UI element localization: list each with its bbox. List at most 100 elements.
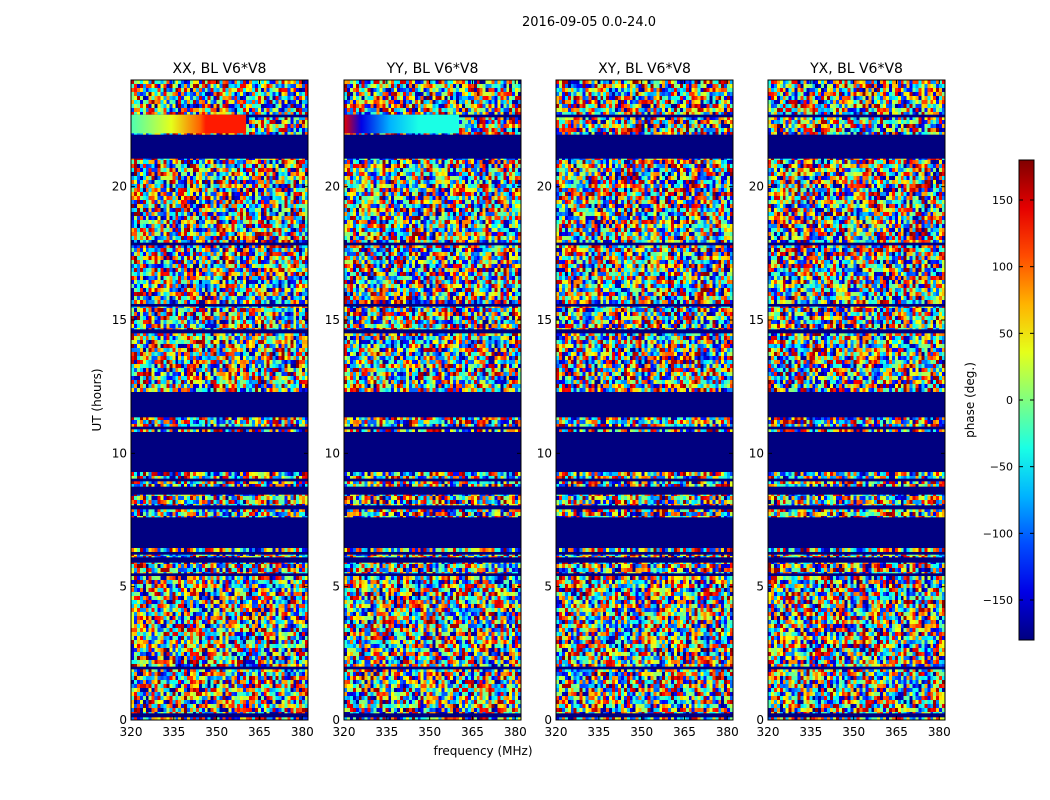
flagged-band [768,242,945,246]
x-tick-label: 380 [291,725,314,739]
flagged-band [556,505,733,510]
y-tick-label: 15 [325,313,340,327]
colorbar-label: phase (deg.) [963,362,977,438]
flagged-band [768,573,945,576]
flagged-band [556,304,733,307]
x-tick-label: 365 [461,725,484,739]
y-tick-label: 5 [544,580,552,594]
gradient-band [131,114,247,134]
flagged-band [556,478,733,482]
x-tick-label: 380 [928,725,951,739]
flagged-band [131,134,308,159]
flagged-band [768,392,945,418]
panel-xy: XY, BL V6*V8 320 335 350 365 380 0 5 10 15 20 [537,61,739,739]
gradient-band [344,114,460,134]
flagged-band [556,392,733,418]
x-tick-label: 350 [630,725,653,739]
flagged-band [131,517,308,548]
flagged-band [131,304,308,307]
flagged-band [768,478,945,482]
x-tick-label: 335 [799,725,822,739]
figure-suptitle: 2016-09-05 0.0-24.0 [522,15,656,30]
flagged-band [556,134,733,159]
flagged-band [556,486,733,495]
x-tick-label: 365 [885,725,908,739]
flagged-band [131,242,308,246]
x-tick-label: 320 [545,725,568,739]
x-tick-label: 350 [842,725,865,739]
flagged-band [131,552,308,555]
flagged-band [556,432,733,472]
y-tick-label: 5 [332,580,340,594]
flagged-band [131,505,308,510]
flagged-band [131,573,308,576]
y-tick-label: 10 [537,446,552,460]
x-tick-label: 380 [504,725,527,739]
x-tick-label: 320 [757,725,780,739]
y-tick-label: 10 [112,446,127,460]
x-axis-label: frequency (MHz) [433,744,532,758]
colorbar: −150 −100 −50 0 50 100 150 [983,159,1035,641]
panel-yx: YX, BL V6*V8 320 335 350 365 380 0 5 10 15 20 [749,61,951,739]
y-tick-label: 0 [119,713,127,727]
x-tick-label: 335 [375,725,398,739]
flagged-band [131,557,308,563]
flagged-band [344,242,521,246]
x-tick-label: 320 [333,725,356,739]
y-tick-label: 0 [544,713,552,727]
flagged-band [344,478,521,482]
flagged-band [344,557,521,563]
flagged-band [131,478,308,482]
flagged-band [556,517,733,548]
flagged-band [556,242,733,246]
flagged-band [344,573,521,576]
y-tick-label: 15 [537,313,552,327]
flagged-band [556,426,733,430]
flagged-band [344,304,521,307]
flagged-band [768,517,945,548]
flagged-band [556,573,733,576]
flagged-band [344,505,521,510]
x-tick-label: 350 [418,725,441,739]
flagged-band [344,666,521,670]
flagged-band [344,329,521,334]
flagged-band [556,552,733,555]
y-axis-label: UT (hours) [90,368,104,431]
flagged-band [768,713,945,718]
colorbar-tick-label: 150 [992,194,1013,207]
flagged-band [344,517,521,548]
flagged-band [556,329,733,334]
x-tick-label: 365 [248,725,271,739]
flagged-band [768,304,945,307]
panel-title: YY, BL V6*V8 [386,61,479,77]
x-tick-label: 335 [162,725,185,739]
flagged-band [131,392,308,418]
y-tick-label: 15 [749,313,764,327]
x-tick-label: 350 [205,725,228,739]
colorbar-tick-label: −100 [983,527,1013,540]
flagged-band [344,392,521,418]
flagged-band [344,713,521,718]
y-tick-label: 20 [325,180,340,194]
flagged-band [768,552,945,555]
flagged-band [344,432,521,472]
flagged-band [556,713,733,718]
panel-title: YX, BL V6*V8 [809,61,903,77]
flagged-band [768,666,945,670]
panel-frame [130,79,309,721]
colorbar-tick-label: 100 [992,261,1013,274]
panel-yy: YY, BL V6*V8 320 335 350 365 380 0 5 10 15 20 [325,61,527,739]
y-tick-label: 10 [749,446,764,460]
flagged-band [768,114,945,118]
panel-frame [767,79,946,721]
flagged-band [344,552,521,555]
flagged-band [768,134,945,159]
y-tick-label: 10 [325,446,340,460]
colorbar-tick-label: −150 [983,594,1013,607]
y-tick-label: 20 [112,180,127,194]
flagged-band [556,666,733,670]
flagged-band [344,426,521,430]
y-tick-label: 0 [756,713,764,727]
